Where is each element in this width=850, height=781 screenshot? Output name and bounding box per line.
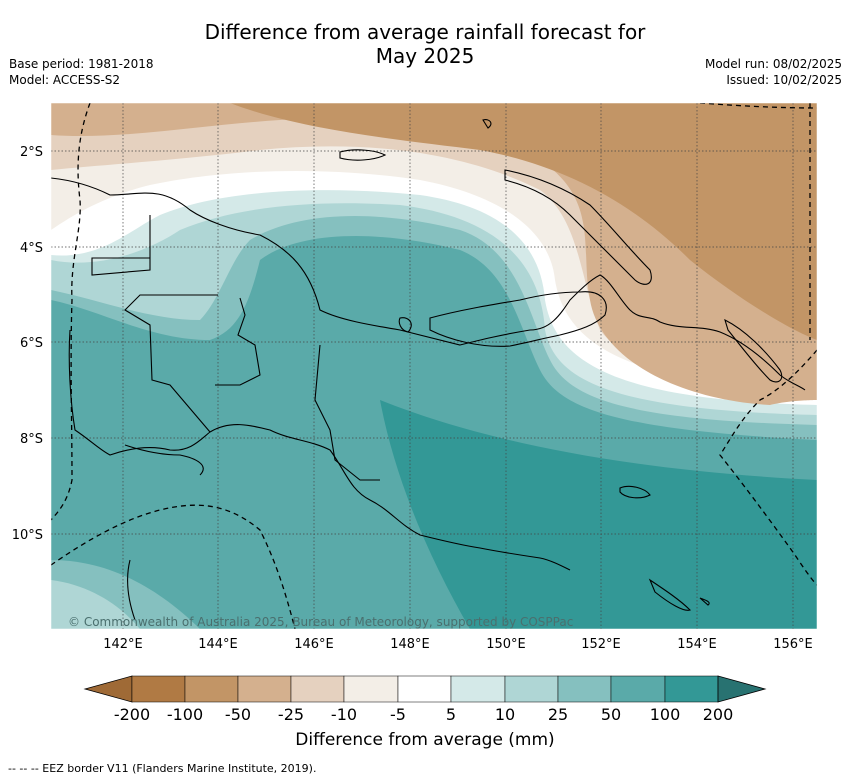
colorbar-swatch (557, 675, 612, 703)
coastlines (51, 119, 806, 621)
colorbar-tick: 50 (601, 705, 621, 724)
map-title: Difference from average rainfall forecas… (0, 20, 850, 68)
colorbar-swatch (610, 675, 666, 703)
colorbar-swatch (290, 675, 345, 703)
title-line-2: May 2025 (375, 44, 475, 68)
eez-borders (51, 103, 817, 629)
issued-date: Issued: 10/02/2025 (726, 73, 842, 87)
meta-left: Base period: 1981-2018 Model: ACCESS-S2 (9, 56, 154, 88)
colorbar-tick: 10 (495, 705, 515, 724)
title-line-1: Difference from average rainfall forecas… (204, 20, 646, 44)
base-period: Base period: 1981-2018 (9, 57, 154, 71)
band-100-200 (380, 400, 817, 629)
model-name: Model: ACCESS-S2 (9, 73, 121, 87)
map-frame (50, 102, 818, 630)
colorbar-tick: -25 (278, 705, 304, 724)
colorbar-tick: 5 (446, 705, 456, 724)
colorbar-swatch (450, 675, 506, 703)
colorbar-swatch (397, 675, 452, 703)
colorbar (83, 675, 767, 703)
colorbar-ticks: -200 -100 -50 -25 -10 -5 5 10 25 50 100 … (114, 705, 733, 724)
colorbar-swatch (237, 675, 292, 703)
colorbar-extend-low (83, 675, 133, 703)
colorbar-swatch (664, 675, 719, 703)
colorbar-tick: -5 (390, 705, 406, 724)
lat-label: 4°S (20, 241, 43, 256)
colorbar-extend-high (717, 675, 767, 703)
lon-label: 152°E (581, 637, 621, 652)
lat-label: 10°S (12, 528, 43, 543)
colorbar-tick: -50 (225, 705, 251, 724)
colorbar-tick: -200 (114, 705, 150, 724)
axis-labels: 2°S 4°S 6°S 8°S 10°S 142°E 144°E 146°E 1… (12, 145, 813, 652)
map-field (51, 103, 817, 629)
lon-label: 144°E (198, 637, 238, 652)
colorbar-tick: 25 (548, 705, 568, 724)
copyright-text: © Commonwealth of Australia 2025, Bureau… (68, 615, 573, 629)
lat-label: 8°S (20, 432, 43, 447)
lat-label: 6°S (20, 336, 43, 351)
model-run: Model run: 08/02/2025 (704, 57, 842, 71)
meta-right: Model run: 08/02/2025 Issued: 10/02/2025 (705, 56, 842, 88)
band-sw-10-25 (51, 580, 140, 629)
eez-footnote: -- -- -- EEZ border V11 (Flanders Marine… (8, 762, 317, 775)
lon-label: 142°E (103, 637, 143, 652)
lon-label: 148°E (390, 637, 430, 652)
colorbar-label: Difference from average (mm) (295, 730, 555, 750)
colorbar-swatch (504, 675, 559, 703)
lon-label: 156°E (773, 637, 813, 652)
lon-label: 154°E (677, 637, 717, 652)
lon-label: 146°E (294, 637, 334, 652)
gridlines (51, 103, 817, 629)
lon-label: 150°E (486, 637, 526, 652)
colorbar-swatch (343, 675, 399, 703)
colorbar-tick: 100 (650, 705, 681, 724)
colorbar-swatch (131, 675, 186, 703)
colorbar-tick: -10 (331, 705, 357, 724)
colorbar-tick: -100 (167, 705, 203, 724)
colorbar-tick: 200 (703, 705, 734, 724)
colorbar-swatch (184, 675, 239, 703)
lat-label: 2°S (20, 145, 43, 160)
band-minus100-minus50 (230, 103, 817, 340)
